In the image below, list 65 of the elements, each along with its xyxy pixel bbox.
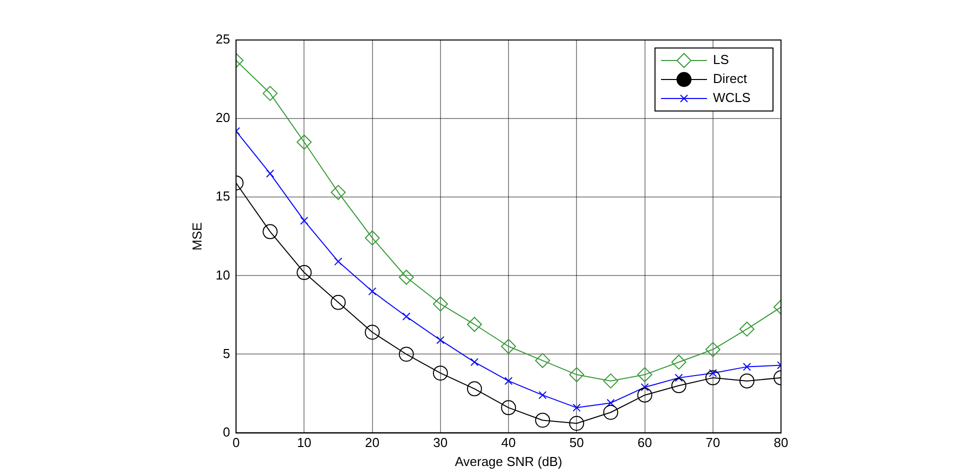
legend-label: Direct: [713, 71, 748, 86]
legend-label: WCLS: [713, 90, 751, 106]
point: [671, 354, 686, 370]
point: [398, 270, 414, 285]
point: [436, 336, 444, 344]
point: [637, 388, 652, 403]
y-tick-label: 10: [216, 267, 230, 282]
point: [300, 216, 308, 225]
point: [569, 416, 584, 431]
point: [334, 258, 342, 266]
point: [368, 287, 376, 296]
point: [262, 86, 278, 101]
point: [708, 369, 717, 378]
x-tick-label: 10: [296, 435, 312, 450]
point: [364, 324, 380, 340]
x-tick-label: 80: [774, 435, 788, 450]
point: [671, 378, 686, 394]
point: [640, 383, 649, 392]
point: [398, 346, 414, 362]
point: [674, 374, 683, 382]
y-axis-title: MSE: [189, 222, 204, 250]
point: [364, 230, 380, 246]
point: [535, 412, 550, 428]
point: [739, 373, 754, 388]
x-tick-label: 60: [638, 435, 652, 450]
point: [432, 366, 448, 381]
point: [504, 376, 513, 385]
point: [402, 312, 410, 321]
x-tick-label: 0: [232, 435, 240, 450]
point: [572, 404, 581, 412]
point: [705, 342, 720, 358]
point: [330, 294, 346, 310]
x-tick-label: 70: [706, 435, 720, 450]
x-axis-title: Average SNR (dB): [454, 454, 562, 469]
point: [705, 370, 720, 386]
x-tick-label: 50: [569, 435, 584, 450]
legend-label: LS: [713, 52, 730, 68]
y-tick-label: 15: [216, 188, 230, 204]
point: [466, 381, 482, 396]
x-tick-label: 20: [365, 435, 380, 450]
point: [262, 224, 278, 240]
point: [466, 316, 482, 332]
point: [603, 404, 618, 420]
point: [606, 398, 615, 407]
point: [432, 296, 448, 312]
point: [330, 184, 346, 200]
y-tick-label: 0: [222, 424, 230, 440]
point: [501, 338, 516, 354]
point: [501, 400, 516, 416]
point: [538, 391, 547, 400]
point: [535, 353, 550, 368]
point: [603, 373, 618, 388]
point: [470, 358, 479, 366]
point: [266, 170, 274, 178]
point: [296, 134, 312, 150]
y-tick-label: 25: [216, 32, 230, 47]
point: [296, 265, 312, 280]
x-tick-label: 40: [501, 435, 516, 450]
x-tick-label: 30: [433, 435, 448, 450]
y-tick-label: 5: [222, 346, 230, 361]
point: [739, 322, 754, 337]
point: [569, 367, 584, 382]
point: [637, 367, 652, 382]
y-tick-label: 20: [216, 110, 230, 126]
point: [742, 362, 751, 371]
